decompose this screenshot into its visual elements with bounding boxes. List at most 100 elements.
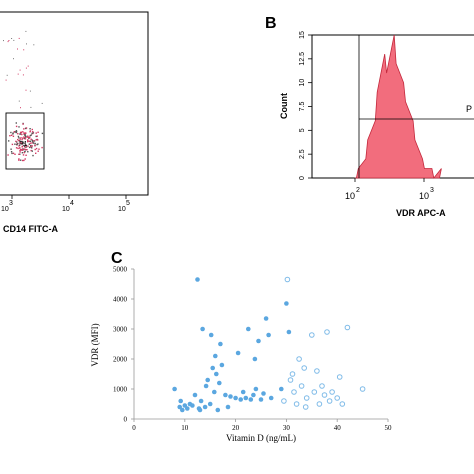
panel-a-event-dot [26, 136, 29, 138]
panel-c-x-tick-label: 0 [132, 424, 136, 432]
panel-a-event-dot [32, 132, 35, 134]
panel-a-event-dot [29, 134, 31, 137]
panel-a-event-dot [6, 74, 8, 76]
panel-a-event-dot [24, 144, 26, 146]
panel-a-event-dot [36, 135, 38, 137]
panel-a-event-dot [31, 147, 33, 149]
panel-c-point-filled [178, 398, 183, 404]
panel-a-event-dot [10, 134, 13, 136]
panel-a-event-dot [22, 154, 25, 156]
panel-a-event-dot [30, 106, 32, 108]
panel-c-point-open [314, 368, 320, 374]
panel-a-event-dot [22, 141, 24, 143]
panel-a-event-dot [18, 145, 20, 147]
panel-c-point-filled [212, 389, 217, 395]
panel-a-event-dot [24, 148, 26, 150]
panel-c-point-filled [195, 277, 200, 282]
panel-c-point-open [301, 365, 308, 371]
svg-text:2: 2 [356, 187, 360, 194]
panel-a-event-dot [31, 128, 33, 131]
panel-c-point-filled [225, 404, 231, 410]
panel-a-event-dot [24, 146, 26, 148]
panel-c-points [172, 276, 366, 413]
panel-a-event-dot [30, 134, 32, 136]
panel-a-event-dot [12, 135, 15, 137]
panel-a-event-dot [26, 43, 27, 45]
panel-a-event-dot [20, 141, 22, 144]
panel-c-point-filled [207, 401, 213, 407]
panel-c-y-tick-label: 2000 [113, 356, 128, 364]
panel-b-x-tick-1000: 10 3 [419, 187, 434, 201]
panel-a-event-dot [29, 128, 31, 130]
panel-a-event-dot [34, 144, 36, 146]
panel-c-point-open [344, 324, 351, 331]
panel-c-point-filled [252, 356, 258, 362]
panel-a-event-dot [5, 79, 7, 81]
panel-b-histogram [354, 34, 442, 179]
panel-a-event-dot [21, 149, 23, 151]
panel-b-x-axis-label: VDR APC-A [396, 208, 446, 218]
panel-a-plot-frame [0, 11, 149, 196]
panel-a-event-dot [20, 140, 22, 143]
panel-c-point-open [293, 401, 300, 407]
panel-c-point-filled [202, 404, 208, 410]
panel-c-point-filled [284, 301, 289, 306]
panel-a-event-dot [12, 132, 14, 134]
panel-c-point-filled [246, 326, 251, 332]
panel-c-point-open [316, 401, 323, 407]
panel-c-point-open [296, 356, 302, 362]
panel-c-point-filled [268, 395, 274, 401]
panel-a-event-dot [35, 139, 37, 141]
panel-c-point-open [336, 374, 343, 380]
panel-a-event-dot [17, 73, 19, 75]
panel-c-point-filled [219, 362, 225, 368]
panel-c-point-filled [251, 392, 256, 398]
panel-a-event-dot [25, 148, 27, 151]
panel-a-event-dot [19, 133, 21, 135]
panel-a-event-dot [41, 102, 43, 104]
svg-text:10: 10 [419, 191, 429, 201]
panel-c-x-axis-label: Vitamin D (ng/mL) [226, 433, 296, 443]
panel-a-event-dot [21, 152, 24, 154]
panel-a-event-dot [29, 136, 31, 139]
panel-c: C 0 1000 2000 3000 4000 5000 0 10 20 30 40 50 VDR … [90, 250, 392, 443]
panel-c-point-open [326, 398, 333, 404]
panel-a-event-dot [37, 139, 39, 141]
panel-a-event-dot [11, 152, 13, 155]
panel-a-event-dot [30, 149, 32, 152]
panel-a-x-tick-10000: 10 4 [62, 200, 74, 213]
panel-a-x-axis-label: CD14 FITC-A [3, 224, 59, 234]
panel-c-point-filled [198, 398, 204, 404]
panel-c-point-open [339, 401, 346, 407]
panel-c-point-filled [217, 380, 222, 386]
panel-c-point-open [287, 377, 294, 383]
panel-c-point-open [309, 332, 315, 338]
panel-a-event-dot [29, 142, 32, 144]
panel-c-point-open [359, 386, 366, 392]
panel-a-event-dot [19, 151, 21, 153]
panel-a-event-dot [18, 100, 20, 102]
panel-a-event-dot [27, 135, 29, 137]
panel-a-event-dot [21, 133, 23, 136]
panel-c-point-filled [215, 407, 221, 413]
panel-b-y-tick-label: 0 [299, 176, 306, 180]
panel-a-gate-p1 [5, 112, 45, 170]
panel-c-point-open [291, 389, 297, 395]
panel-c-point-filled [172, 386, 177, 392]
panel-c-point-open [321, 392, 328, 398]
panel-a-event-dot [30, 146, 32, 148]
panel-a-event-dot [24, 138, 27, 140]
panel-a-event-dot [31, 150, 33, 152]
panel-c-point-filled [210, 365, 215, 371]
panel-c-x-tick-label: 20 [232, 424, 240, 432]
panel-c-point-filled [196, 406, 202, 411]
panel-c-point-filled [213, 353, 218, 359]
panel-a-event-dot [27, 65, 29, 67]
panel-c-point-filled [233, 395, 238, 401]
panel-a-event-dot [15, 122, 17, 124]
panel-a-x-tick-1000: 10 3 [1, 200, 13, 213]
panel-a-event-dot [10, 151, 13, 153]
panel-a-event-dot [23, 137, 26, 140]
panel-c-letter: C [111, 250, 123, 267]
panel-a-event-dot [22, 159, 24, 162]
